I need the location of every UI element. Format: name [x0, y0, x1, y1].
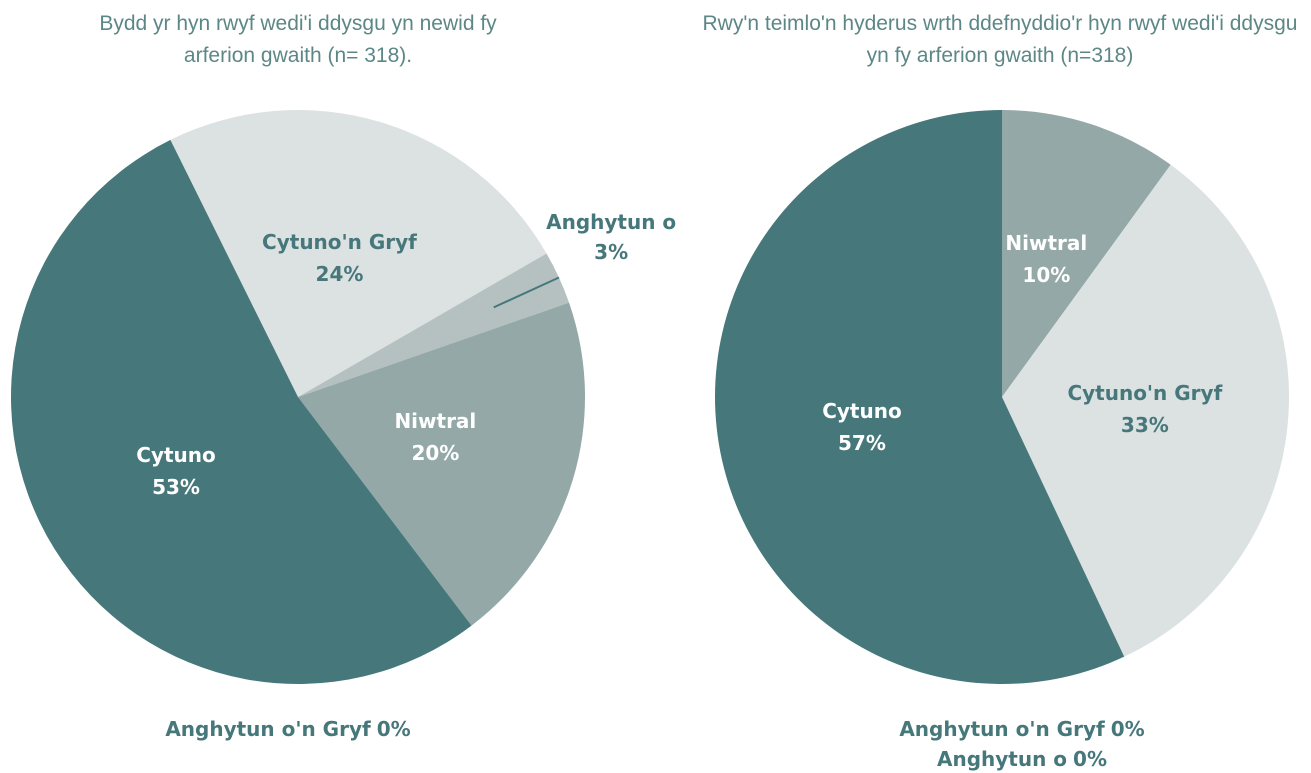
slice-value: 57%	[838, 431, 886, 455]
pie-slice	[1002, 110, 1171, 397]
zero-label: Anghytun o'n Gryf 0%	[899, 717, 1144, 741]
slice-value: 3%	[594, 240, 628, 264]
zero-label-name: Anghytun o'n Gryf	[899, 717, 1105, 741]
slice-label: Cytuno	[822, 399, 902, 423]
zero-label: Anghytun o'n Gryf 0%	[165, 717, 410, 741]
pie-slice	[715, 110, 1125, 684]
zero-label: Anghytun o 0%	[937, 747, 1107, 771]
slice-label: Cytuno	[136, 443, 216, 467]
zero-label-value: 0%	[377, 717, 411, 741]
slice-value: 20%	[411, 441, 459, 465]
slice-label: Cytuno'n Gryf	[1067, 381, 1222, 405]
slice-label: Niwtral	[1005, 231, 1087, 255]
slice-label: Cytuno'n Gryf	[262, 230, 417, 254]
slice-value: 53%	[152, 475, 200, 499]
zero-label-value: 0%	[1111, 717, 1145, 741]
leader-line	[493, 276, 560, 309]
pie-slice	[170, 110, 547, 397]
pie-slice	[10, 139, 472, 685]
pie-slice	[1002, 164, 1289, 657]
zero-label-name: Anghytun o'n Gryf	[165, 717, 371, 741]
slice-label: Anghytun o	[546, 210, 676, 234]
chart-title: Bydd yr hyn rwyf wedi'i ddysgu yn newid …	[99, 12, 497, 67]
slice-label: Niwtral	[394, 409, 476, 433]
chart-title: Rwy'n teimlo'n hyderus wrth ddefnyddio'r…	[702, 12, 1298, 67]
zero-label-value: 0%	[1073, 747, 1107, 771]
pie-slice	[298, 253, 570, 397]
slice-value: 33%	[1121, 413, 1169, 437]
slice-value: 24%	[316, 262, 364, 286]
zero-label-name: Anghytun o	[937, 747, 1067, 771]
pie-slice	[298, 302, 586, 626]
slice-value: 10%	[1022, 263, 1070, 287]
